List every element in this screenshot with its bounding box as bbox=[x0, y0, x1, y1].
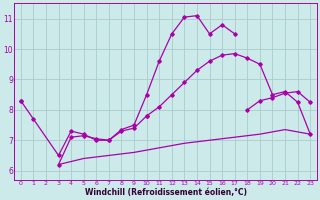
X-axis label: Windchill (Refroidissement éolien,°C): Windchill (Refroidissement éolien,°C) bbox=[84, 188, 246, 197]
